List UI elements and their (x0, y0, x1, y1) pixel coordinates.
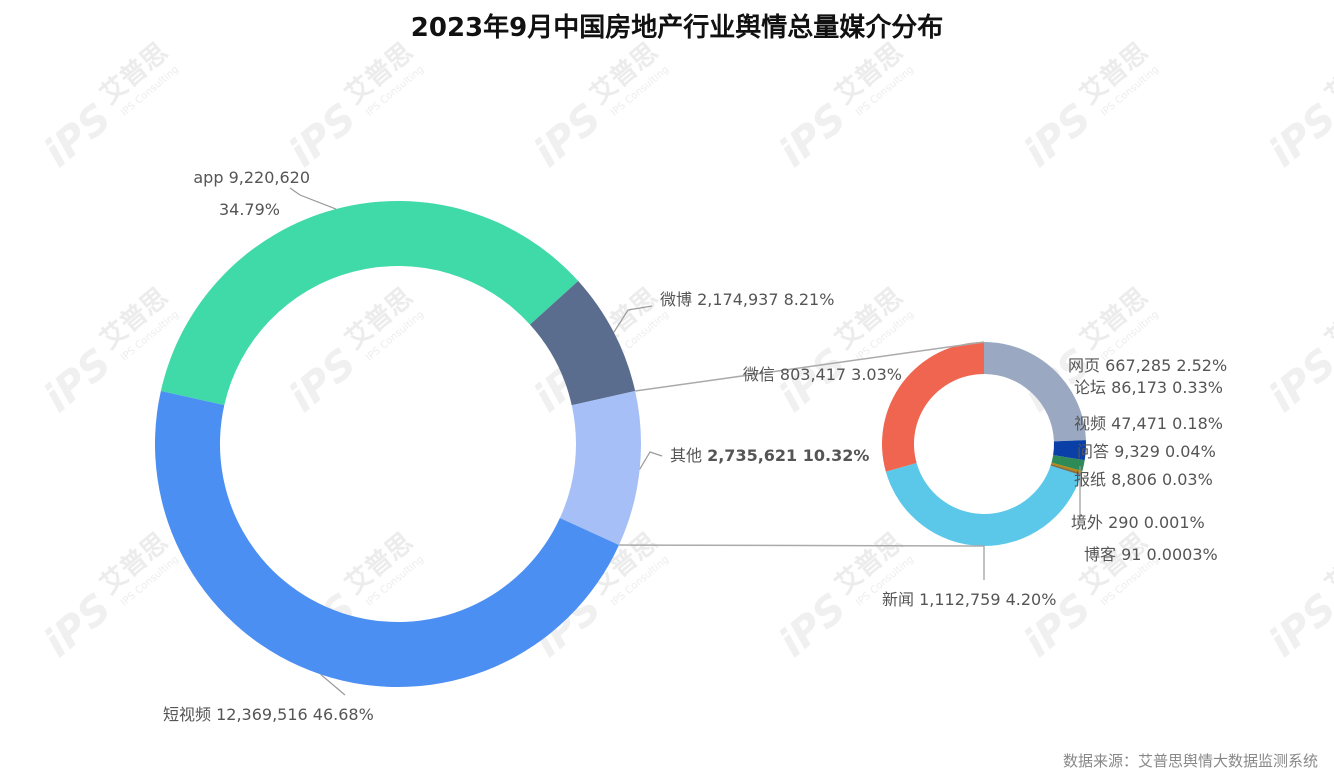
watermark-logo: iPS (771, 585, 856, 666)
watermark-logo: iPS (36, 585, 121, 666)
leader-app (289, 187, 337, 210)
sub-slice-视频 (1051, 455, 1085, 472)
sub-slice-新闻 (885, 462, 1082, 547)
slice-短视频 (154, 390, 619, 687)
slice-其他 (559, 391, 641, 546)
sub-slice-网页 (984, 342, 1086, 442)
watermark-logo: iPS (1261, 340, 1334, 421)
label-qa: 问答 9,329 0.04% (1077, 442, 1216, 461)
sub-slice-微信 (881, 342, 984, 472)
sub-donut (881, 342, 1086, 547)
source-note: 数据来源：艾普思舆情大数据监测系统 (1063, 752, 1318, 770)
label-app-value: app 9,220,620 (193, 168, 310, 187)
watermark-brand: 艾普思 (1319, 281, 1334, 355)
label-forum: 论坛 86,173 0.33% (1074, 378, 1223, 397)
watermark-logo: iPS (281, 95, 366, 176)
leader-lines (289, 187, 1081, 696)
watermark-logo: iPS (36, 95, 121, 176)
label-qita-value: 2,735,621 10.32% (707, 446, 869, 465)
label-news: 新闻 1,112,759 4.20% (882, 590, 1056, 609)
label-blog: 博客 91 0.0003% (1084, 545, 1218, 564)
labels: app 9,220,620 34.79% 微博 2,174,937 8.21% 其他 … (163, 168, 1227, 724)
watermark-brand: 艾普思 (1319, 36, 1334, 110)
chart-title: 2023年9月中国房地产行业舆情总量媒介分布 (411, 12, 943, 43)
main-donut (154, 200, 641, 687)
watermark-logo: iPS (1261, 585, 1334, 666)
sub-slice-报纸 (1050, 464, 1082, 476)
watermark-logo: iPS (281, 340, 366, 421)
watermark-logo: iPS (771, 95, 856, 176)
label-newspaper: 报纸 8,806 0.03% (1074, 470, 1213, 489)
watermark-brand: 艾普思 (1319, 526, 1334, 600)
label-app-percent: 34.79% (219, 200, 280, 219)
label-weibo: 微博 2,174,937 8.21% (660, 290, 834, 309)
label-weixin: 微信 803,417 3.03% (743, 365, 902, 384)
label-short-video: 短视频 12,369,516 46.68% (163, 705, 374, 724)
slice-app (160, 200, 579, 406)
label-qita: 其他 2,735,621 10.32% (670, 446, 869, 465)
watermark-logo: iPS (36, 340, 121, 421)
connector-lines (618, 341, 985, 547)
watermark-logo: iPS (1261, 95, 1334, 176)
sub-slice-论坛 (1053, 440, 1086, 461)
watermark-logo: iPS (526, 95, 611, 176)
label-overseas: 境外 290 0.001% (1071, 513, 1205, 532)
label-web: 网页 667,285 2.52% (1068, 356, 1227, 375)
leader-qita (639, 451, 663, 470)
sub-slice-问答 (1051, 462, 1083, 474)
watermark-logo: iPS (1016, 95, 1101, 176)
connector-top (635, 341, 985, 392)
label-video: 视频 47,471 0.18% (1074, 414, 1223, 433)
connector-bottom (618, 544, 985, 547)
leader-short-video (320, 673, 346, 696)
slice-微博 (529, 280, 636, 406)
leader-weibo (613, 305, 653, 333)
